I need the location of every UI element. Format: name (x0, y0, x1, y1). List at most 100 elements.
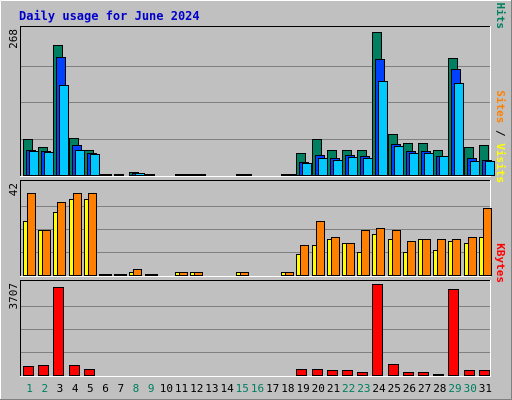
x-tick-label-day-11: 11 (175, 382, 188, 395)
x-tick-label-day-5: 5 (87, 382, 94, 395)
x-tick-label-day-3: 3 (57, 382, 64, 395)
x-tick-label-day-17: 17 (266, 382, 279, 395)
bar-visits-sites-day-15 (240, 272, 249, 276)
bar-kbytes-kbytes-day-28 (433, 374, 444, 376)
x-tick-label-day-14: 14 (220, 382, 234, 395)
panel-hits-legend: Pages / Files / Hits (494, 0, 507, 29)
x-tick-label-day-6: 6 (102, 382, 109, 395)
bar-hits-pages-day-27 (424, 153, 434, 176)
x-tick-label-day-31: 31 (479, 382, 492, 395)
bar-visits-sites-day-19 (300, 245, 309, 276)
x-tick-label-day-21: 21 (327, 382, 340, 395)
x-axis-day-labels: 1 2 3 4 5 6 7 8 9 10 11 12 13 14 15 16 17 18 19 20 21 22 23 24 2… (26, 382, 492, 395)
x-tick-label-day-8: 8 (133, 382, 140, 395)
bar-kbytes-kbytes-day-2 (38, 365, 49, 376)
bar-visits-sites-day-30 (468, 237, 477, 276)
bar-hits-pages-day-31 (485, 161, 495, 176)
bar-kbytes-kbytes-day-3 (53, 287, 64, 376)
bar-visits-sites-day-11 (179, 272, 188, 276)
bar-visits-sites-day-12 (194, 272, 203, 276)
bar-visits-sites-day-3 (57, 202, 66, 276)
bar-visits-sites-day-8 (133, 269, 142, 276)
bar-kbytes-kbytes-day-1 (23, 366, 34, 376)
bar-hits-pages-day-22 (348, 157, 358, 176)
bar-kbytes-kbytes-day-26 (403, 372, 414, 376)
bar-kbytes-kbytes-day-19 (296, 369, 307, 376)
bar-kbytes-kbytes-day-4 (69, 365, 80, 376)
x-tick-label-day-20: 20 (312, 382, 325, 395)
bar-visits-sites-day-2 (42, 230, 51, 276)
bar-hits-pages-day-1 (29, 151, 39, 176)
bar-hits-pages-day-4 (75, 150, 85, 176)
x-tick-label-day-30: 30 (464, 382, 477, 395)
x-tick-label-day-12: 12 (190, 382, 203, 395)
bar-visits-sites-day-28 (437, 239, 446, 276)
bar-hits-files-day-6 (102, 174, 112, 176)
bar-kbytes-kbytes-day-20 (312, 369, 323, 376)
legend-sites: Sites (494, 90, 507, 123)
legend-hits: Hits (494, 3, 507, 30)
bar-visits-sites-day-23 (361, 230, 370, 276)
bar-hits-hits-day-9 (145, 174, 155, 176)
bar-kbytes-kbytes-day-5 (84, 369, 95, 376)
bar-kbytes-kbytes-day-22 (342, 370, 353, 376)
bar-hits-pages-day-8 (135, 173, 145, 176)
x-tick-label-day-7: 7 (117, 382, 124, 395)
bar-visits-sites-day-7 (118, 274, 127, 276)
panel-visits-max-label: 42 (7, 183, 20, 196)
bar-hits-pages-day-28 (439, 156, 449, 176)
bar-hits-pages-day-23 (363, 158, 373, 176)
legend-separator: / (494, 123, 507, 143)
bar-hits-pages-day-25 (394, 146, 404, 176)
legend-kbytes: KBytes (494, 243, 507, 283)
bar-visits-sites-day-4 (73, 193, 82, 276)
bar-visits-sites-day-21 (331, 237, 340, 276)
panel-kbytes-background (20, 280, 491, 377)
bar-hits-pages-day-12 (196, 174, 206, 176)
x-tick-label-day-10: 10 (160, 382, 173, 395)
bar-hits-pages-day-5 (90, 154, 100, 176)
chart-title: Daily usage for June 2024 (19, 9, 200, 23)
bar-visits-sites-day-5 (88, 193, 97, 276)
bar-hits-pages-day-30 (470, 161, 480, 176)
bar-hits-pages-day-19 (302, 163, 312, 176)
bar-kbytes-kbytes-day-27 (418, 372, 429, 376)
bar-hits-pages-day-24 (378, 81, 388, 176)
bar-hits-pages-day-29 (454, 83, 464, 176)
bar-hits-pages-day-11 (181, 174, 191, 176)
x-tick-label-day-15: 15 (236, 382, 249, 395)
chart-panels: 268 Pages / Files / Hits 42 Sites / Visits 3… (7, 0, 507, 377)
x-tick-label-day-16: 16 (251, 382, 264, 395)
bar-kbytes-kbytes-day-21 (327, 370, 338, 376)
bar-visits-sites-day-31 (483, 208, 492, 276)
panel-visits: 42 Sites / Visits (7, 90, 507, 277)
bar-visits-sites-day-9 (149, 274, 158, 276)
bar-kbytes-kbytes-day-29 (448, 289, 459, 376)
bar-kbytes-kbytes-day-30 (464, 370, 475, 376)
bar-kbytes-kbytes-day-23 (357, 372, 368, 376)
x-tick-label-day-22: 22 (342, 382, 355, 395)
bar-kbytes-kbytes-day-31 (479, 370, 490, 376)
x-tick-label-day-18: 18 (281, 382, 294, 395)
x-tick-label-day-19: 19 (296, 382, 309, 395)
bar-visits-sites-day-1 (27, 193, 36, 276)
panel-kbytes-legend: KBytes (494, 243, 507, 283)
panel-hits: 268 Pages / Files / Hits (7, 0, 507, 177)
x-tick-label-day-23: 23 (357, 382, 370, 395)
x-tick-label-day-24: 24 (372, 382, 386, 395)
legend-visits: Visits (494, 143, 507, 183)
bar-visits-sites-day-18 (285, 272, 294, 276)
x-tick-label-day-27: 27 (418, 382, 431, 395)
bar-hits-pages-day-2 (44, 152, 54, 176)
bar-visits-sites-day-22 (346, 243, 355, 276)
bar-visits-sites-day-6 (103, 274, 112, 276)
bar-hits-hits-day-7 (114, 174, 124, 176)
bar-hits-pages-day-18 (287, 174, 297, 176)
bar-hits-pages-day-3 (59, 85, 69, 176)
bar-visits-sites-day-20 (316, 221, 325, 276)
bar-visits-sites-day-26 (407, 241, 416, 276)
bar-hits-pages-day-20 (318, 158, 328, 176)
x-tick-label-day-4: 4 (72, 382, 79, 395)
